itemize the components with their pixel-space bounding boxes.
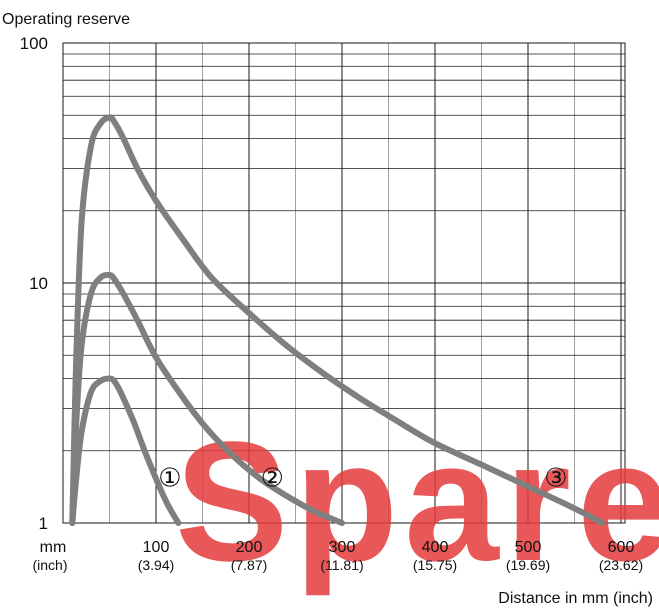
chart-series — [69, 114, 606, 526]
watermark-group: Spare — [175, 407, 659, 597]
x-tick-label: 100 — [143, 539, 170, 556]
series-marker-3: ③ — [544, 462, 567, 492]
y-tick-label: 1 — [39, 514, 48, 533]
x-tick-label: 200 — [236, 539, 263, 556]
x-tick-sublabel: (19.69) — [506, 557, 550, 573]
x-tick-label: 400 — [422, 539, 449, 556]
x-tick-label: 300 — [329, 539, 356, 556]
watermark-text: Spare — [175, 407, 659, 597]
y-tick-label: 100 — [20, 34, 48, 53]
x-axis-label: Distance in mm (inch) — [498, 590, 653, 607]
series-line-2 — [69, 271, 345, 526]
x-tick-sublabel: (7.87) — [231, 557, 268, 573]
x-tick-sublabel: (15.75) — [413, 557, 457, 573]
axis-ticks: 110100100(3.94)200(7.87)300(11.81)400(15… — [20, 34, 644, 573]
series-line-3 — [69, 114, 606, 526]
x-unit-primary: mm — [40, 539, 67, 556]
x-tick-sublabel: (11.81) — [320, 557, 363, 573]
series-marker-1: ① — [158, 462, 181, 492]
series-line-1 — [69, 375, 182, 526]
y-axis-label: Operating reserve — [2, 11, 130, 28]
series-marker-2: ② — [261, 462, 284, 492]
x-unit-secondary: (inch) — [32, 557, 67, 573]
x-tick-sublabel: (3.94) — [138, 557, 175, 573]
x-tick-label: 600 — [608, 539, 635, 556]
series-markers: ① ② ③ — [158, 462, 567, 492]
x-tick-label: 500 — [515, 539, 542, 556]
x-tick-sublabel: (23.62) — [599, 557, 643, 573]
y-tick-label: 10 — [29, 274, 48, 293]
